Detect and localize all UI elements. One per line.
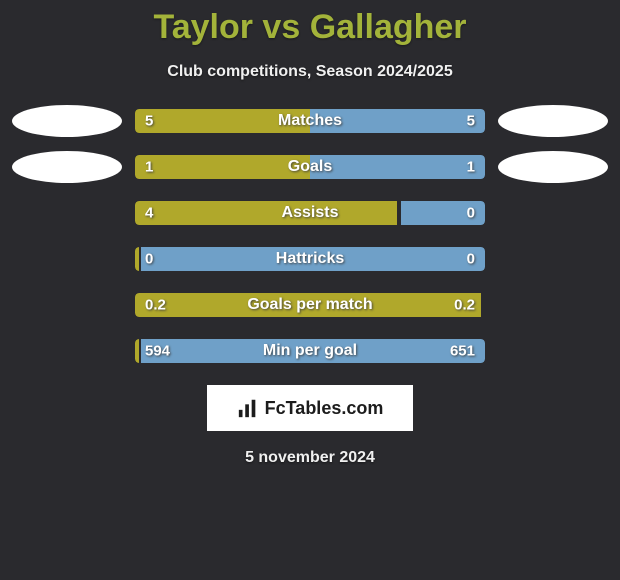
stat-label: Matches (278, 112, 342, 130)
stat-label: Goals per match (247, 296, 372, 314)
stat-label: Assists (282, 204, 339, 222)
subtitle: Club competitions, Season 2024/2025 (0, 63, 620, 81)
left-badge-slot (7, 105, 127, 137)
footer-brand-text: FcTables.com (265, 398, 384, 419)
left-badge-slot (7, 243, 127, 275)
right-badge-slot (493, 243, 613, 275)
stat-row: 0 0 Hattricks (0, 247, 620, 271)
stat-value-left: 0.2 (145, 297, 166, 314)
stat-value-right: 651 (450, 343, 475, 360)
stat-row: 1 1 Goals (0, 155, 620, 179)
bar-left-fill (135, 247, 139, 271)
footer-logo: FcTables.com (207, 385, 413, 431)
stat-bar: 0.2 0.2 Goals per match (135, 293, 485, 317)
stat-bar: 1 1 Goals (135, 155, 485, 179)
stat-bar: 5 5 Matches (135, 109, 485, 133)
stat-value-right: 0 (467, 205, 475, 222)
left-badge-slot (7, 335, 127, 367)
stat-value-left: 4 (145, 205, 153, 222)
comparison-title: Taylor vs Gallagher (0, 0, 620, 47)
stat-row: 5 5 Matches (0, 109, 620, 133)
stat-value-left: 594 (145, 343, 170, 360)
right-badge-slot (493, 151, 613, 183)
bars-icon (237, 397, 259, 419)
left-badge (12, 105, 122, 137)
stat-bar: 594 651 Min per goal (135, 339, 485, 363)
right-badge-slot (493, 335, 613, 367)
stat-value-left: 1 (145, 159, 153, 176)
stat-label: Goals (288, 158, 332, 176)
stat-value-left: 0 (145, 251, 153, 268)
stat-row: 594 651 Min per goal (0, 339, 620, 363)
bar-left-fill (135, 201, 397, 225)
title-player-right: Gallagher (310, 8, 467, 46)
title-player-left: Taylor (153, 8, 253, 46)
right-badge-slot (493, 197, 613, 229)
bar-left-fill (135, 339, 139, 363)
bar-right-fill (310, 155, 485, 179)
stat-row: 0.2 0.2 Goals per match (0, 293, 620, 317)
stat-value-right: 0 (467, 251, 475, 268)
stat-bar: 0 0 Hattricks (135, 247, 485, 271)
stats-container: 55Matches11Goals40Assists00Hattricks0.20… (0, 109, 620, 363)
stat-value-right: 5 (467, 113, 475, 130)
stat-label: Min per goal (263, 342, 357, 360)
stat-label: Hattricks (276, 250, 344, 268)
stat-value-right: 0.2 (454, 297, 475, 314)
left-badge (12, 151, 122, 183)
left-badge-slot (7, 289, 127, 321)
bar-left-fill (135, 155, 310, 179)
right-badge (498, 151, 608, 183)
left-badge-slot (7, 151, 127, 183)
stat-value-right: 1 (467, 159, 475, 176)
stat-bar: 4 0 Assists (135, 201, 485, 225)
footer-date: 5 november 2024 (0, 449, 620, 467)
right-badge-slot (493, 289, 613, 321)
stat-row: 4 0 Assists (0, 201, 620, 225)
right-badge-slot (493, 105, 613, 137)
stat-value-left: 5 (145, 113, 153, 130)
title-vs: vs (262, 8, 300, 46)
right-badge (498, 105, 608, 137)
left-badge-slot (7, 197, 127, 229)
